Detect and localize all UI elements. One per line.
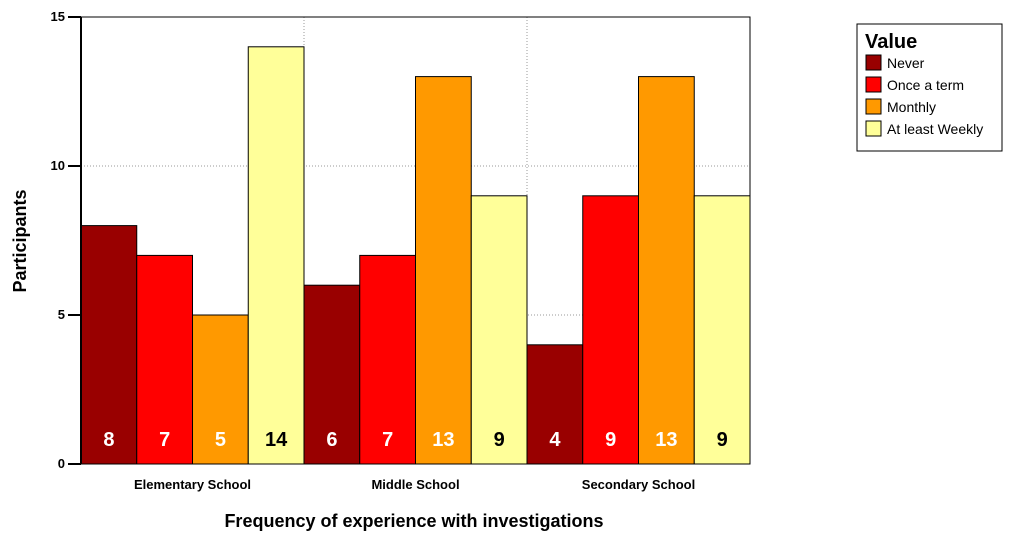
legend-swatch: [865, 98, 882, 115]
bar-value-label: 8: [103, 429, 114, 451]
y-tick-label: 10: [51, 158, 65, 173]
bar-value-label: 7: [382, 429, 393, 451]
x-category-label: Elementary School: [134, 477, 251, 492]
bar: [415, 76, 472, 465]
y-tick-label: 0: [58, 456, 65, 471]
bar-value-label: 13: [432, 429, 454, 451]
bar: [359, 254, 416, 465]
bar-value-label: 6: [326, 429, 337, 451]
legend-title: Value: [865, 31, 917, 53]
x-axis: Elementary School Middle School Secondary …: [81, 463, 750, 492]
bar: [638, 76, 695, 465]
bar: [247, 46, 305, 465]
legend-swatch: [865, 54, 882, 71]
bars: 8 7 5 14 6 7 13 9 4 9 13 9: [80, 46, 751, 465]
legend-swatch: [865, 120, 882, 137]
y-axis-title: Participants: [10, 189, 30, 292]
bar-value-label: 9: [717, 429, 728, 451]
legend-label: Never: [887, 55, 925, 71]
bar-value-label: 13: [655, 429, 677, 451]
x-category-label: Secondary School: [582, 477, 695, 492]
bar: [582, 195, 639, 465]
legend-label: Once a term: [887, 77, 964, 93]
legend-label: At least Weekly: [887, 121, 983, 137]
bar-value-label: 4: [549, 429, 561, 451]
legend-swatch: [865, 76, 882, 93]
y-tick-label: 15: [51, 9, 65, 24]
bar: [526, 344, 584, 465]
x-category-label: Middle School: [371, 477, 459, 492]
bar-value-label: 14: [265, 429, 288, 451]
bar-value-label: 9: [494, 429, 505, 451]
bar-value-label: 9: [605, 429, 616, 451]
bar: [693, 195, 751, 465]
legend-label: Monthly: [887, 99, 936, 115]
y-axis: 0 5 10 15: [51, 9, 82, 471]
bar-value-label: 5: [215, 429, 226, 451]
y-tick-label: 5: [58, 307, 65, 322]
legend: Value Never Once a term Monthly At least We…: [856, 23, 1003, 152]
bar-value-label: 7: [159, 429, 170, 451]
bar: [470, 195, 528, 465]
x-axis-title: Frequency of experience with investigati…: [224, 511, 603, 531]
